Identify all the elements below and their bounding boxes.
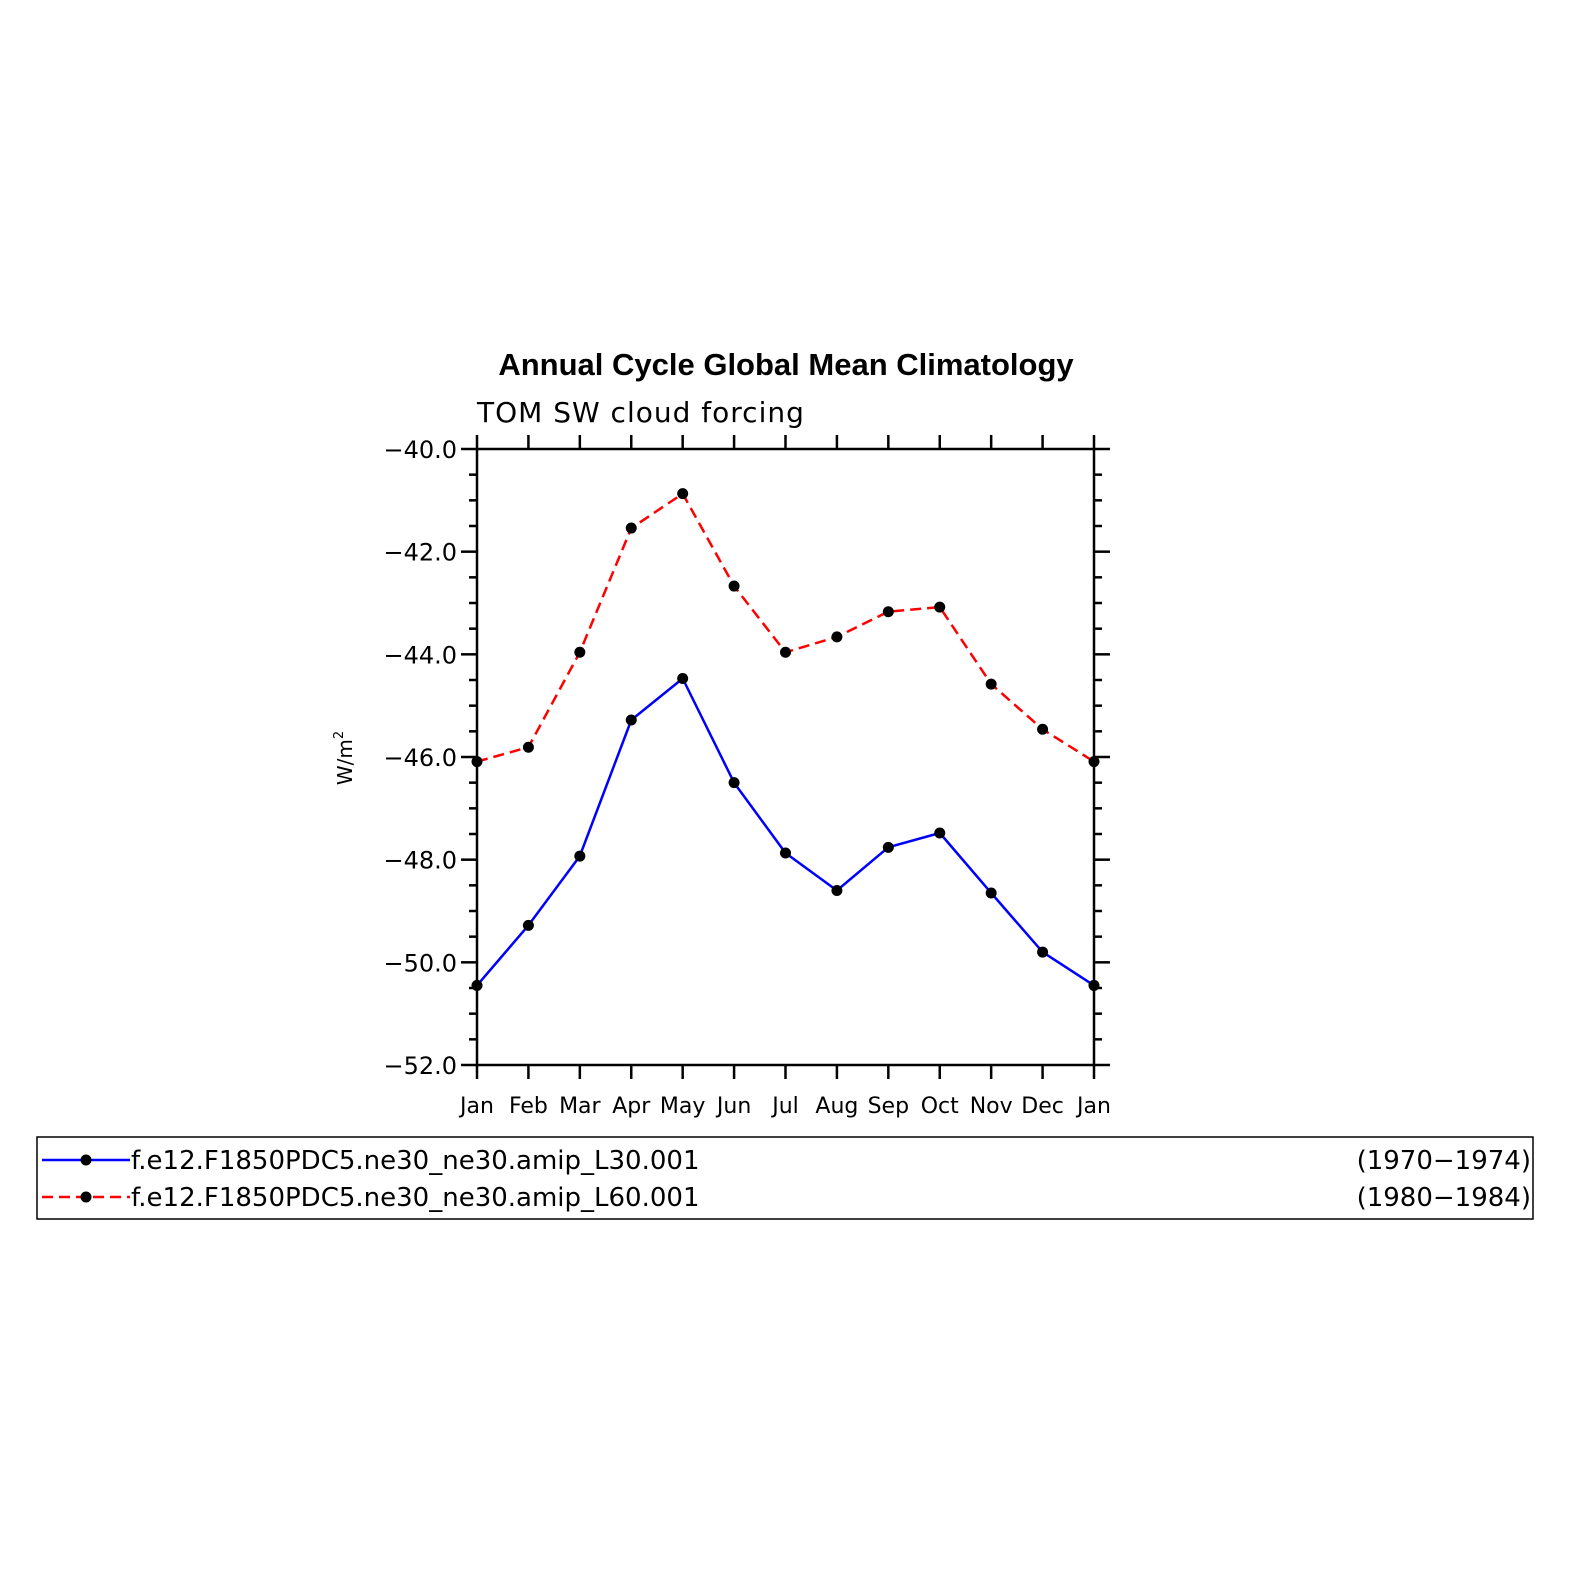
series-2-point (985, 678, 997, 690)
series-2-point (574, 646, 586, 658)
axis-ticks (461, 435, 1110, 1079)
y-axis-label-base: W/m (333, 739, 357, 785)
series-2-point (522, 741, 534, 753)
legend-series-period: (1970−1974) (1357, 1146, 1531, 1176)
y-tick-label: −40.0 (383, 436, 457, 464)
y-tick-label: −44.0 (383, 641, 457, 669)
legend-items: f.e12.F1850PDC5.ne30_ne30.amip_L30.001 (1… (42, 1146, 1531, 1213)
series-1-point (728, 777, 740, 789)
x-tick-label: Apr (612, 1094, 651, 1119)
x-tick-label: Nov (970, 1094, 1013, 1119)
legend: f.e12.F1850PDC5.ne30_ne30.amip_L30.001 (1… (36, 1136, 1534, 1220)
series-1-point (985, 887, 997, 899)
series-2-point (780, 646, 791, 658)
series-1-point (677, 672, 689, 684)
chart-title: Annual Cycle Global Mean Climatology (498, 347, 1074, 382)
series-1-point (934, 827, 946, 839)
legend-marker-2 (80, 1191, 92, 1203)
series-1-point (780, 847, 791, 859)
x-tick-label: Aug (815, 1094, 858, 1119)
series-line-2 (476, 492, 1095, 763)
x-tick-label: Feb (509, 1094, 548, 1119)
series-2-point (831, 631, 843, 643)
series-2-point (934, 601, 946, 613)
chart-subtitle: TOM SW cloud forcing (476, 396, 805, 429)
legend-box (36, 1136, 1534, 1220)
series-1-point (625, 714, 637, 726)
y-tick-label: −46.0 (383, 744, 457, 772)
series-1-point (522, 919, 534, 931)
series-1-point (831, 884, 843, 896)
x-tick-label: Oct (921, 1094, 959, 1119)
x-tick-label: Mar (559, 1094, 601, 1119)
x-tick-label: Jan (458, 1094, 494, 1119)
series-line-1 (476, 677, 1095, 987)
legend-series-name: f.e12.F1850PDC5.ne30_ne30.amip_L60.001 (131, 1183, 699, 1213)
y-axis-label: W/m2 (332, 731, 357, 785)
series-1-point (1037, 946, 1049, 958)
legend-marker-1 (80, 1154, 92, 1166)
y-tick-labels: −52.0 −50.0 −48.0 −46.0 −44.0 −42.0 −40.0 (383, 436, 457, 1080)
y-tick-label: −52.0 (383, 1052, 457, 1080)
x-tick-label: Jul (770, 1094, 799, 1119)
y-tick-label: −42.0 (383, 539, 457, 567)
x-tick-label: Sep (868, 1094, 909, 1119)
series-1-point (882, 841, 894, 853)
legend-series-period: (1980−1984) (1357, 1183, 1531, 1213)
y-axis-label-sup: 2 (332, 731, 347, 739)
x-tick-label: Jun (715, 1094, 751, 1119)
x-tick-label: Dec (1021, 1094, 1064, 1119)
x-tick-label: May (660, 1094, 705, 1119)
series-2-point (625, 522, 637, 534)
plot-series (471, 488, 1100, 991)
series-2-point (882, 606, 894, 618)
plot-frame (475, 447, 1096, 1067)
legend-series-name: f.e12.F1850PDC5.ne30_ne30.amip_L30.001 (131, 1146, 699, 1176)
series-2-point (728, 580, 740, 592)
x-tick-labels: Jan Feb Mar Apr May Jun Jul Aug Sep Oct Nov Dec Jan (458, 1094, 1111, 1119)
series-2-point (1037, 723, 1049, 735)
y-tick-label: −48.0 (383, 847, 457, 875)
series-2-point (677, 488, 689, 500)
y-tick-label: −50.0 (383, 949, 457, 977)
svg-text:W/m2: W/m2 (332, 731, 357, 785)
series-1-point (574, 850, 586, 862)
x-tick-label: Jan (1075, 1094, 1111, 1119)
